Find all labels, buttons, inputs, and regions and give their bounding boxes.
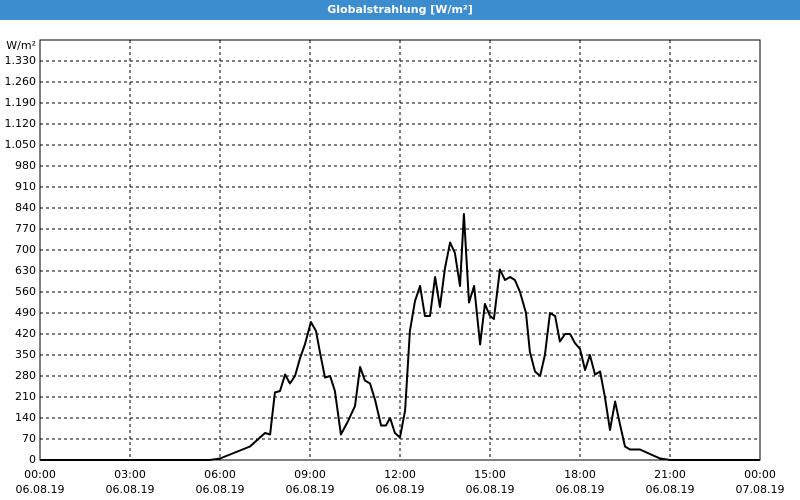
x-tick-label: 12:00 — [384, 468, 416, 481]
x-tick-label: 06:00 — [204, 468, 236, 481]
y-tick-label: 1.190 — [5, 96, 37, 109]
y-tick-label: 1.330 — [5, 54, 37, 67]
x-tick-label: 03:00 — [114, 468, 146, 481]
x-tick-date: 07.08.19 — [736, 483, 785, 496]
y-tick-label: 420 — [15, 327, 36, 340]
y-tick-label: 910 — [15, 180, 36, 193]
y-tick-label: 70 — [22, 432, 36, 445]
y-tick-label: 1.120 — [5, 117, 37, 130]
title-bar — [0, 0, 800, 20]
x-tick-date: 06.08.19 — [646, 483, 695, 496]
x-tick-date: 06.08.19 — [556, 483, 605, 496]
x-tick-label: 00:00 — [24, 468, 56, 481]
y-tick-label: 1.050 — [5, 138, 37, 151]
y-tick-label: 490 — [15, 306, 36, 319]
x-tick-date: 06.08.19 — [16, 483, 65, 496]
y-tick-label: 1.260 — [5, 75, 37, 88]
y-tick-label: 560 — [15, 285, 36, 298]
x-tick-label: 00:00 — [744, 468, 776, 481]
x-tick-date: 06.08.19 — [106, 483, 155, 496]
y-tick-label: 140 — [15, 411, 36, 424]
x-tick-date: 06.08.19 — [286, 483, 335, 496]
y-tick-label: 280 — [15, 369, 36, 382]
y-tick-label: 630 — [15, 264, 36, 277]
chart-title: Globalstrahlung [W/m²] — [327, 3, 473, 16]
y-tick-label: 980 — [15, 159, 36, 172]
y-tick-label: 0 — [29, 453, 36, 466]
y-unit: W/m² — [6, 39, 36, 52]
x-tick-date: 06.08.19 — [196, 483, 245, 496]
x-tick-label: 09:00 — [294, 468, 326, 481]
y-tick-label: 700 — [15, 243, 36, 256]
plot-border — [39, 39, 761, 461]
x-tick-date: 06.08.19 — [466, 483, 515, 496]
x-tick-label: 21:00 — [654, 468, 686, 481]
y-tick-label: 350 — [15, 348, 36, 361]
x-tick-label: 18:00 — [564, 468, 596, 481]
y-tick-label: 210 — [15, 390, 36, 403]
y-tick-label: 840 — [15, 201, 36, 214]
y-tick-label: 770 — [15, 222, 36, 235]
data-line — [40, 213, 760, 461]
x-tick-label: 15:00 — [474, 468, 506, 481]
x-tick-date: 06.08.19 — [376, 483, 425, 496]
